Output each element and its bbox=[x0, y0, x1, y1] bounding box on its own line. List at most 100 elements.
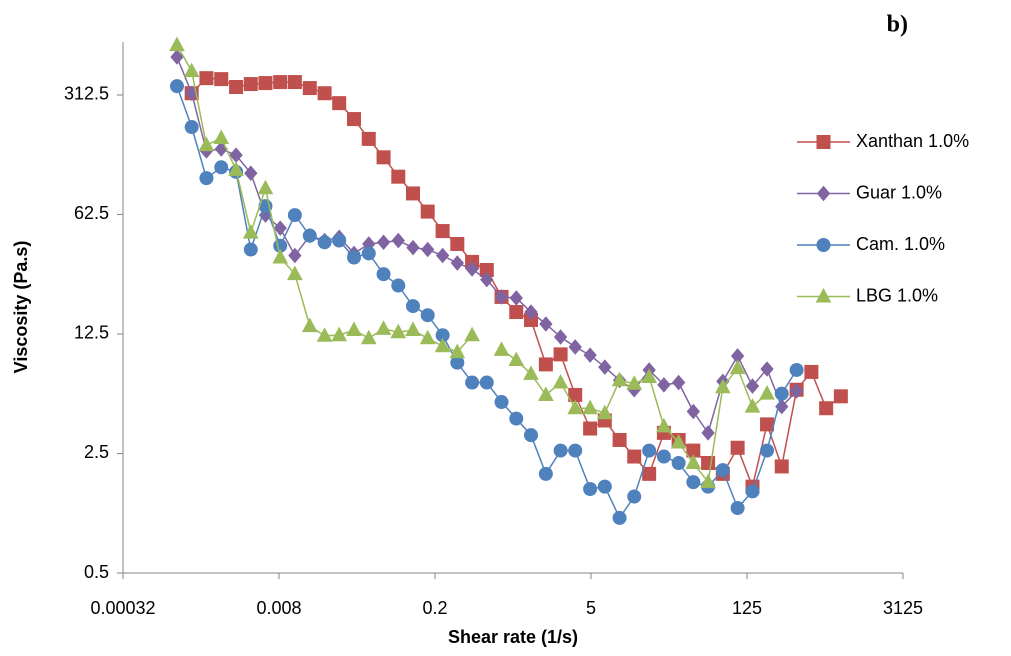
y-tick-label: 2.5 bbox=[84, 442, 109, 462]
y-tick-label: 62.5 bbox=[74, 203, 109, 223]
marker bbox=[406, 239, 420, 256]
marker bbox=[346, 321, 362, 336]
marker bbox=[553, 347, 568, 362]
marker bbox=[434, 337, 451, 353]
marker bbox=[774, 386, 789, 401]
legend-label: Cam. 1.0% bbox=[856, 234, 945, 254]
marker bbox=[376, 267, 391, 282]
marker bbox=[730, 440, 745, 455]
marker bbox=[199, 71, 214, 86]
marker bbox=[244, 165, 258, 181]
marker bbox=[657, 377, 671, 393]
marker bbox=[198, 136, 215, 152]
marker bbox=[567, 399, 584, 415]
marker bbox=[242, 224, 259, 239]
marker bbox=[671, 374, 686, 391]
y-tick-label: 312.5 bbox=[64, 84, 109, 104]
marker bbox=[582, 399, 598, 415]
marker bbox=[214, 141, 228, 157]
marker bbox=[183, 62, 200, 78]
marker bbox=[390, 323, 407, 339]
marker bbox=[701, 425, 715, 441]
marker bbox=[273, 220, 287, 236]
marker bbox=[450, 355, 465, 370]
marker bbox=[391, 232, 405, 249]
marker bbox=[744, 398, 761, 413]
marker bbox=[539, 316, 553, 332]
marker bbox=[450, 237, 465, 252]
marker bbox=[419, 329, 436, 345]
marker bbox=[774, 459, 789, 474]
marker bbox=[598, 359, 612, 375]
marker bbox=[701, 455, 716, 470]
marker bbox=[612, 432, 627, 447]
legend-label: Xanthan 1.0% bbox=[856, 131, 969, 151]
marker bbox=[509, 411, 524, 426]
marker bbox=[833, 389, 848, 404]
marker bbox=[685, 454, 702, 469]
marker bbox=[332, 233, 347, 248]
marker bbox=[583, 347, 597, 363]
marker bbox=[524, 428, 539, 443]
marker bbox=[184, 120, 199, 135]
marker bbox=[405, 299, 420, 314]
marker bbox=[642, 466, 657, 481]
marker bbox=[553, 443, 568, 458]
series-line bbox=[176, 85, 798, 520]
marker bbox=[376, 150, 391, 165]
marker bbox=[465, 261, 479, 277]
y-tick-label: 0.5 bbox=[84, 562, 109, 582]
marker bbox=[686, 475, 701, 490]
marker bbox=[301, 317, 318, 333]
marker bbox=[642, 443, 657, 458]
marker bbox=[391, 278, 406, 293]
marker bbox=[360, 329, 377, 345]
marker bbox=[450, 255, 464, 271]
marker bbox=[288, 247, 302, 264]
marker bbox=[538, 357, 553, 372]
marker bbox=[214, 72, 229, 87]
marker bbox=[494, 289, 509, 305]
marker bbox=[199, 171, 214, 186]
marker bbox=[671, 455, 686, 470]
marker bbox=[583, 481, 598, 496]
marker bbox=[759, 385, 775, 400]
marker bbox=[538, 466, 553, 481]
marker bbox=[819, 401, 834, 416]
marker bbox=[316, 327, 333, 342]
legend-marker bbox=[816, 238, 831, 252]
y-axis-title: Viscosity (Pa.s) bbox=[11, 241, 31, 374]
marker bbox=[714, 378, 731, 394]
marker bbox=[331, 326, 348, 342]
marker bbox=[420, 204, 435, 219]
marker bbox=[583, 421, 598, 436]
marker bbox=[435, 247, 450, 264]
marker bbox=[656, 417, 672, 433]
marker bbox=[347, 112, 362, 127]
marker bbox=[597, 479, 612, 494]
marker bbox=[627, 449, 642, 464]
marker bbox=[317, 235, 332, 250]
marker bbox=[670, 433, 687, 449]
marker bbox=[641, 368, 657, 384]
marker bbox=[524, 304, 538, 320]
marker bbox=[745, 378, 760, 394]
y-tick-label: 12.5 bbox=[74, 323, 109, 343]
marker bbox=[302, 81, 317, 96]
marker bbox=[258, 76, 273, 91]
marker bbox=[553, 329, 568, 345]
marker bbox=[420, 308, 435, 323]
marker bbox=[376, 234, 391, 251]
marker bbox=[480, 271, 494, 288]
marker bbox=[317, 86, 332, 101]
marker bbox=[287, 208, 302, 223]
marker bbox=[435, 224, 450, 239]
marker bbox=[405, 186, 420, 201]
marker bbox=[229, 80, 244, 95]
marker bbox=[568, 339, 582, 355]
marker bbox=[272, 248, 289, 264]
marker bbox=[391, 169, 406, 184]
legend-marker bbox=[816, 135, 831, 149]
panel-label: b) bbox=[887, 12, 908, 38]
